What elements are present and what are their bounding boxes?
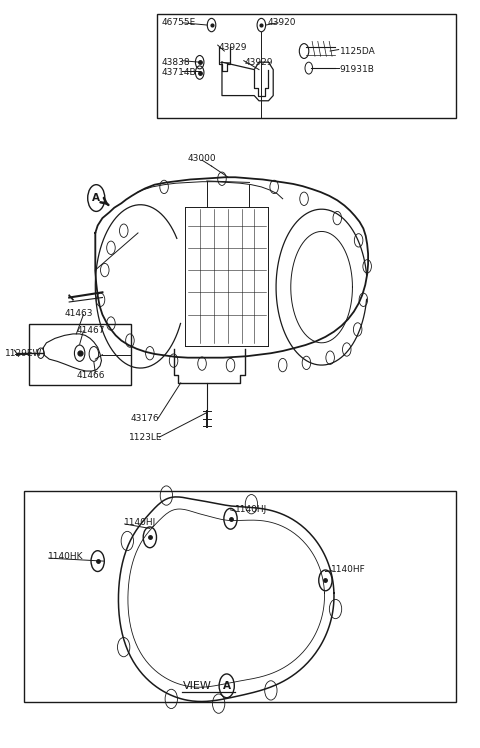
Text: 1140HK: 1140HK bbox=[48, 552, 84, 561]
Text: A: A bbox=[223, 681, 231, 691]
Text: 1140HJ: 1140HJ bbox=[235, 506, 267, 515]
Text: 41463: 41463 bbox=[64, 309, 93, 318]
Text: A: A bbox=[92, 193, 100, 203]
Text: 1140HJ: 1140HJ bbox=[124, 518, 156, 527]
Text: 43920: 43920 bbox=[267, 18, 296, 28]
Text: 41466: 41466 bbox=[76, 371, 105, 380]
Text: 43929: 43929 bbox=[219, 43, 247, 52]
Text: 1129EW: 1129EW bbox=[5, 349, 43, 358]
Text: 43929: 43929 bbox=[245, 58, 273, 67]
Text: 46755E: 46755E bbox=[162, 18, 196, 28]
Bar bbox=[157, 14, 456, 118]
Text: 1123LE: 1123LE bbox=[129, 432, 162, 441]
Text: 1125DA: 1125DA bbox=[340, 46, 375, 55]
Text: 1140HF: 1140HF bbox=[331, 565, 366, 574]
Text: 43176: 43176 bbox=[131, 414, 159, 423]
Text: VIEW: VIEW bbox=[183, 681, 212, 691]
Text: 43714B: 43714B bbox=[162, 68, 196, 77]
Bar bbox=[24, 491, 456, 702]
Text: 91931B: 91931B bbox=[340, 65, 374, 74]
Text: 41467: 41467 bbox=[76, 326, 105, 335]
Text: 43838: 43838 bbox=[162, 58, 191, 67]
Bar bbox=[29, 324, 131, 385]
Text: 43000: 43000 bbox=[188, 154, 216, 163]
